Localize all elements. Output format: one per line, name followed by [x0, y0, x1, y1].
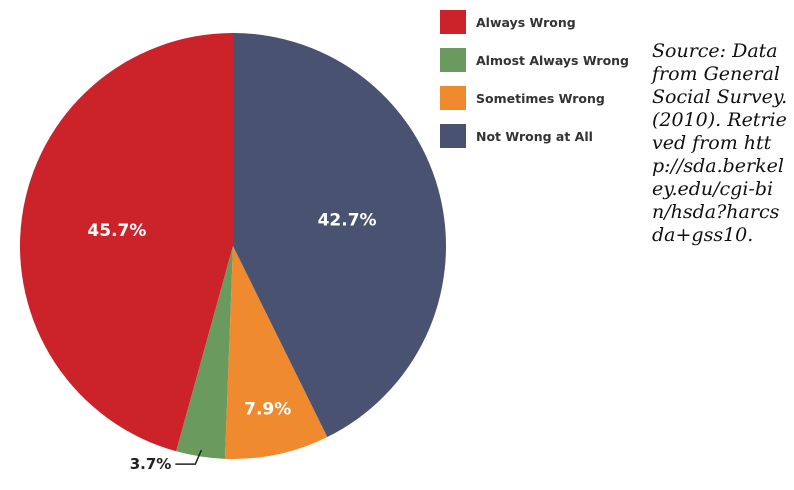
legend-label-not-wrong-at-all: Not Wrong at All	[476, 129, 593, 144]
slice-almost-always-wrong	[176, 246, 233, 459]
slice-not-wrong-at-all	[233, 33, 446, 437]
legend-label-almost-always-wrong: Almost Always Wrong	[476, 53, 629, 68]
pie-slices	[20, 33, 446, 459]
legend-swatch-always-wrong	[440, 10, 466, 34]
slice-label-not-wrong-at-all: 42.7%	[318, 210, 377, 230]
leader-line-almost-always-wrong	[175, 449, 203, 465]
legend-swatch-sometimes-wrong	[440, 86, 466, 110]
legend-label-sometimes-wrong: Sometimes Wrong	[476, 91, 605, 106]
source-note: Source: Data from General Social Survey.…	[652, 40, 788, 246]
slice-sometimes-wrong	[224, 246, 328, 459]
slice-label-sometimes-wrong: 7.9%	[244, 399, 291, 419]
slice-label-always-wrong: 45.7%	[87, 221, 146, 241]
slice-label-almost-always-wrong: 3.7%	[130, 455, 172, 473]
pie-labels: 45.7% 3.7% 7.9% 42.7%	[87, 210, 376, 473]
legend-label-always-wrong: Always Wrong	[476, 15, 576, 30]
legend-swatch-not-wrong-at-all	[440, 124, 466, 148]
legend-swatch-almost-always-wrong	[440, 48, 466, 72]
slice-always-wrong	[20, 33, 234, 452]
legend: Always Wrong Almost Always Wrong Sometimes…	[440, 10, 629, 148]
